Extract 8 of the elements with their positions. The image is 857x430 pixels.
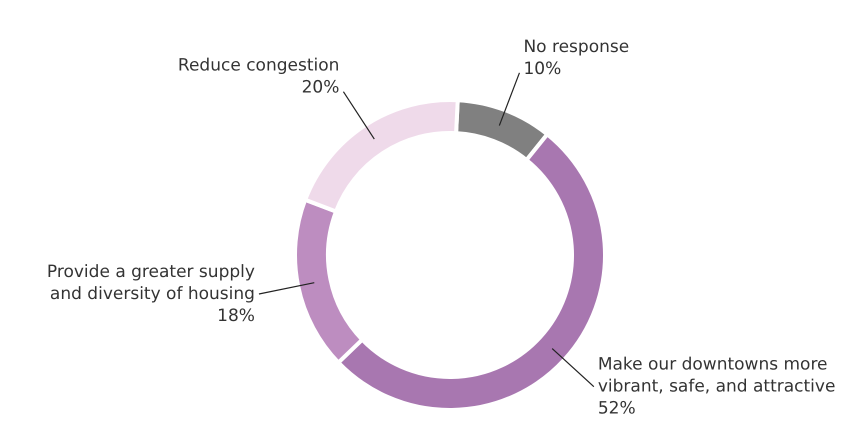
slice-label: No response [523, 36, 630, 57]
slice-label: Make our downtowns more vibrant, safe, and attractive [598, 354, 836, 397]
data-label: 20% [302, 78, 340, 98]
data-label: 18% [217, 306, 255, 326]
slice-label: Provide a greater supply and diversity of housing [46, 262, 255, 304]
slice-label: Reduce congestion [178, 56, 340, 76]
data-label: 10% [523, 58, 562, 79]
data-label: 52% [598, 398, 636, 419]
